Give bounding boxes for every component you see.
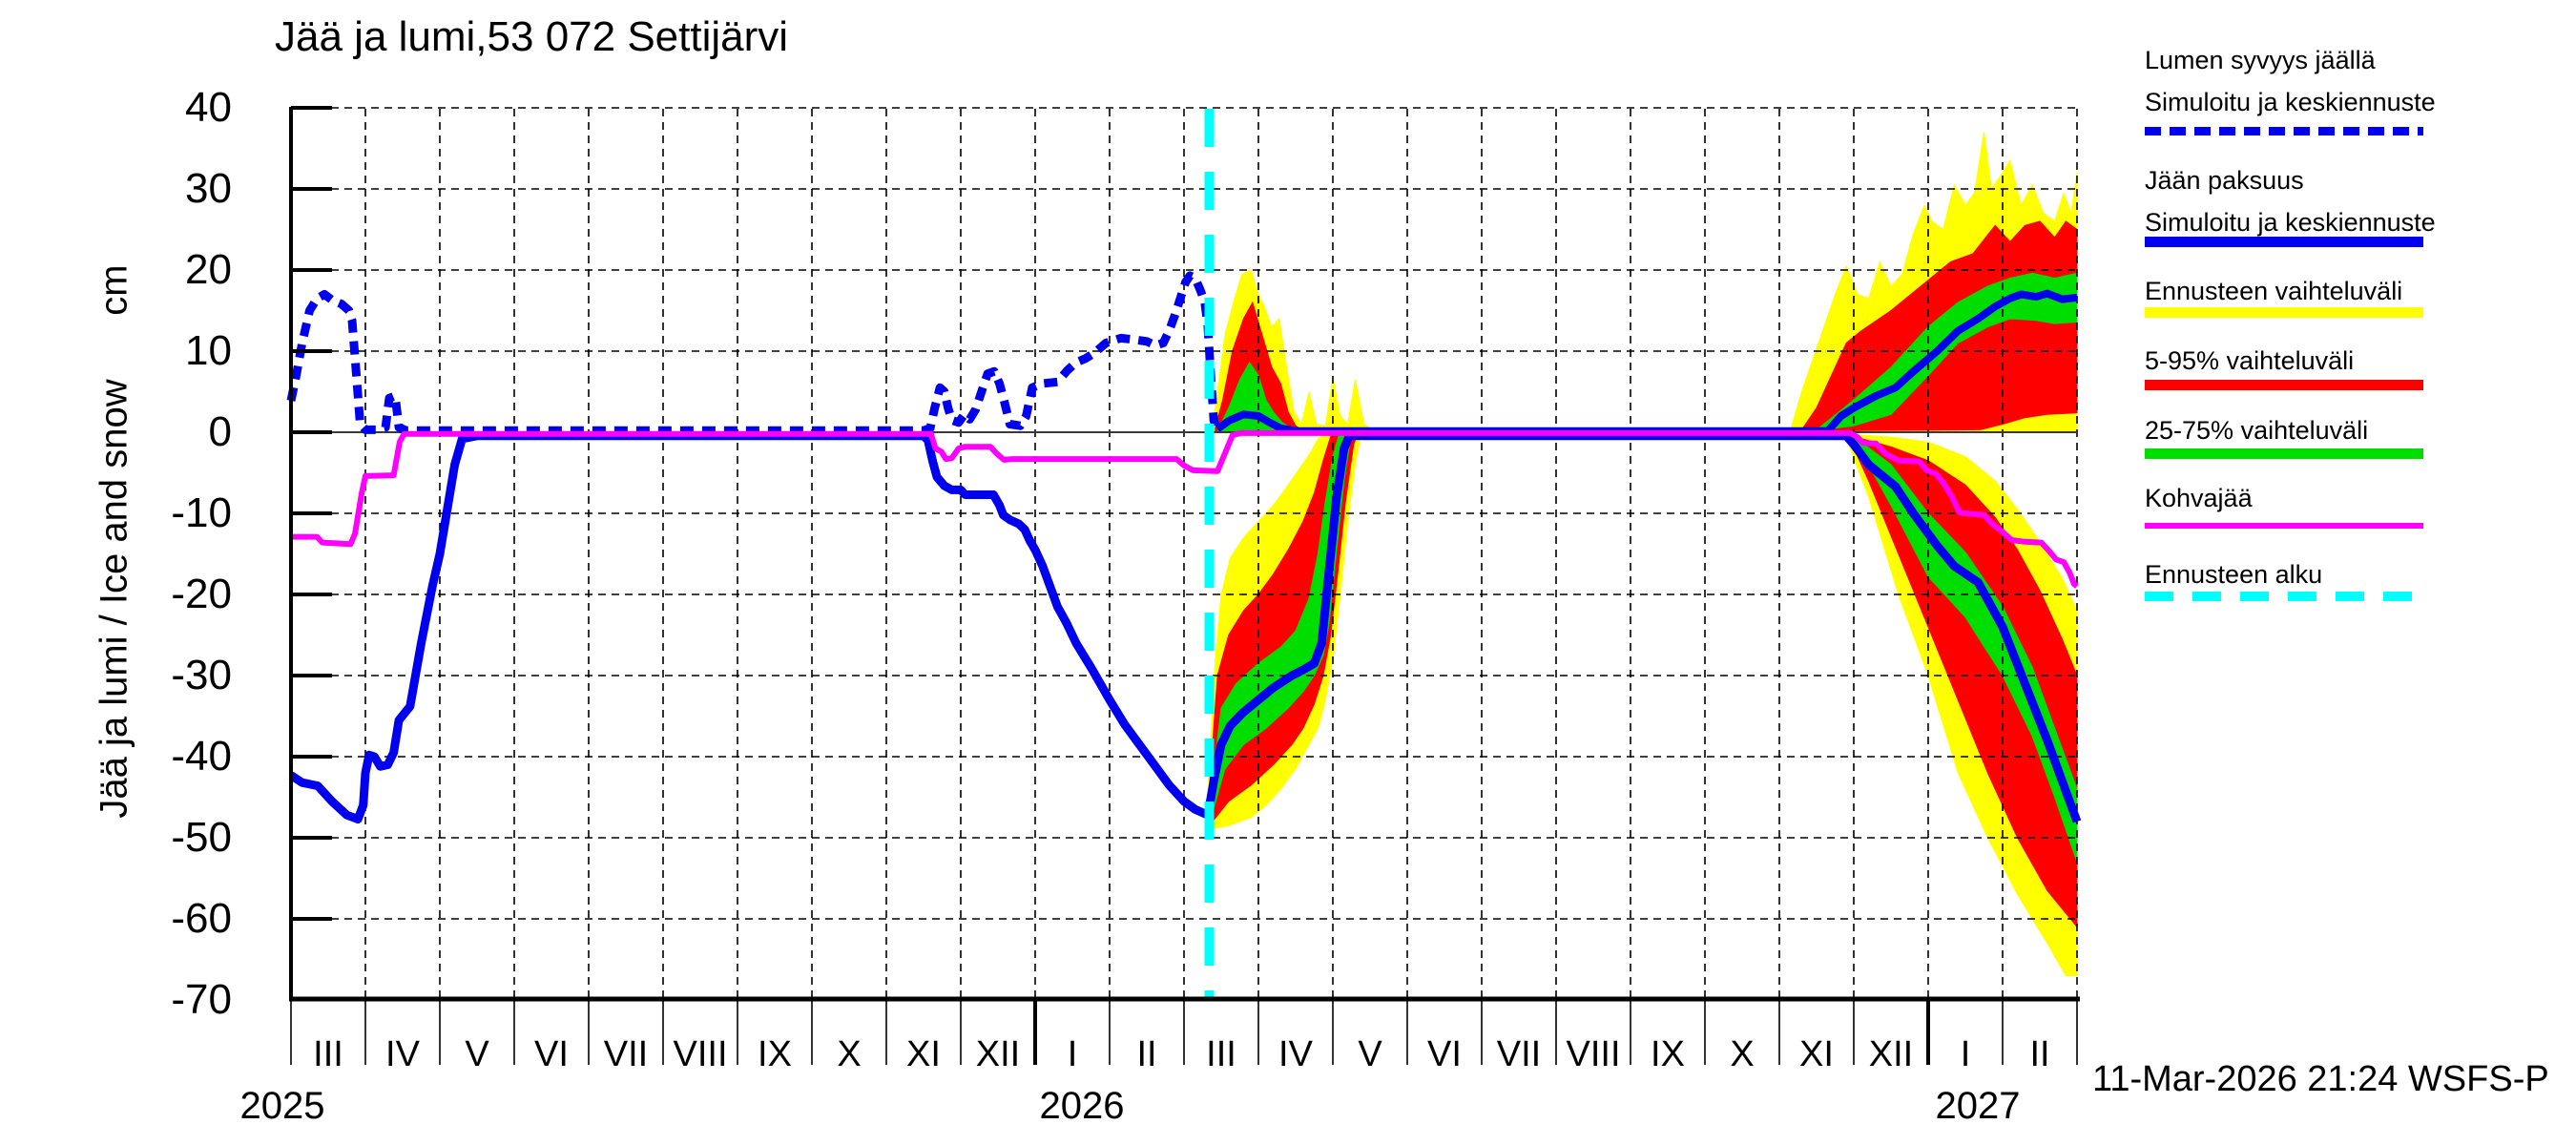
y-tick-label--10: -10 [171,489,232,536]
x-month-label-23: I [1960,1034,1971,1074]
x-month-label-22: XII [1868,1034,1914,1074]
legend-item-7-label: Ennusteen alku [2145,560,2323,589]
legend-item-2-label-2: Simuloitu ja keskiennuste [2145,208,2436,237]
x-year-label-2026: 2026 [1039,1085,1125,1127]
legend-item-3-swatch [2145,306,2423,318]
legend-item-6-label: Kohvajää [2145,484,2253,512]
y-tick-label-0: 0 [208,408,232,455]
x-month-label-13: III [1206,1034,1236,1074]
y-tick-label--40: -40 [171,733,232,780]
x-month-label-5: VII [603,1034,649,1074]
timestamp: 11-Mar-2026 21:24 WSFS-P [2092,1059,2549,1099]
band-spring2026_ice_range_25_75 [1209,434,1352,822]
x-month-label-12: II [1136,1034,1157,1074]
x-month-label-20: X [1730,1034,1755,1074]
y-tick-label-40: 40 [185,84,232,131]
legend-item-4-label: 5-95% vaihteluväli [2145,346,2355,375]
x-month-label-18: VIII [1566,1034,1621,1074]
series-snow_depth_forecast_median [1215,289,2078,435]
band-winter2027_ice_range_5_95 [1846,433,2078,928]
legend-item-4-swatch [2145,379,2423,390]
legend-item-5-label: 25-75% vaihteluväli [2145,416,2369,445]
x-month-label-3: V [465,1034,489,1074]
legend-item-3-label: Ennusteen vaihteluväli [2145,277,2403,305]
legend-item-6-swatch [2145,523,2423,529]
legend-item-1-label-2: Simuloitu ja keskiennuste [2145,88,2436,116]
x-month-label-9: XI [906,1034,941,1074]
y-tick-label--30: -30 [171,652,232,698]
series-snow_depth_simulated [286,271,1221,435]
y-tick-label-30: 30 [185,165,232,212]
legend-item-5-swatch [2145,448,2423,459]
x-month-label-6: VIII [673,1034,728,1074]
y-tick-label--70: -70 [171,976,232,1023]
band-winter2027_ice_range_25_75 [1851,434,2078,863]
x-month-label-16: VI [1427,1034,1462,1074]
y-tick-label--50: -50 [171,814,232,861]
y-tick-label--20: -20 [171,571,232,617]
y-tick-label-20: 20 [185,246,232,293]
y-tick-label--60: -60 [171,895,232,942]
x-year-label-2027: 2027 [1935,1085,2021,1127]
x-month-label-21: XI [1799,1034,1834,1074]
x-month-label-15: V [1358,1034,1382,1074]
x-month-label-19: IX [1651,1034,1685,1074]
x-year-label-2025: 2025 [239,1085,325,1127]
x-month-label-11: I [1067,1034,1078,1074]
x-month-label-2: IV [385,1034,420,1074]
x-month-label-7: IX [758,1034,792,1074]
legend-item-7-swatch [2145,592,2423,601]
x-month-label-10: XII [975,1034,1021,1074]
legend-item-2-swatch [2145,236,2423,247]
x-month-label-4: VI [534,1034,569,1074]
chart-title: Jää ja lumi,53 072 Settijärvi [275,13,789,60]
x-month-label-1: III [313,1034,343,1074]
legend-item-2-label: Jään paksuus [2145,166,2304,195]
y-tick-label-10: 10 [185,327,232,374]
x-month-label-8: X [837,1034,862,1074]
x-month-label-14: IV [1278,1034,1313,1074]
legend-item-1-label: Lumen syvyys jäällä [2145,46,2376,74]
x-month-label-24: II [2029,1034,2050,1074]
series-kohvajaa [291,429,2079,589]
legend-item-1-swatch [2145,126,2423,135]
x-month-label-17: VII [1496,1034,1542,1074]
